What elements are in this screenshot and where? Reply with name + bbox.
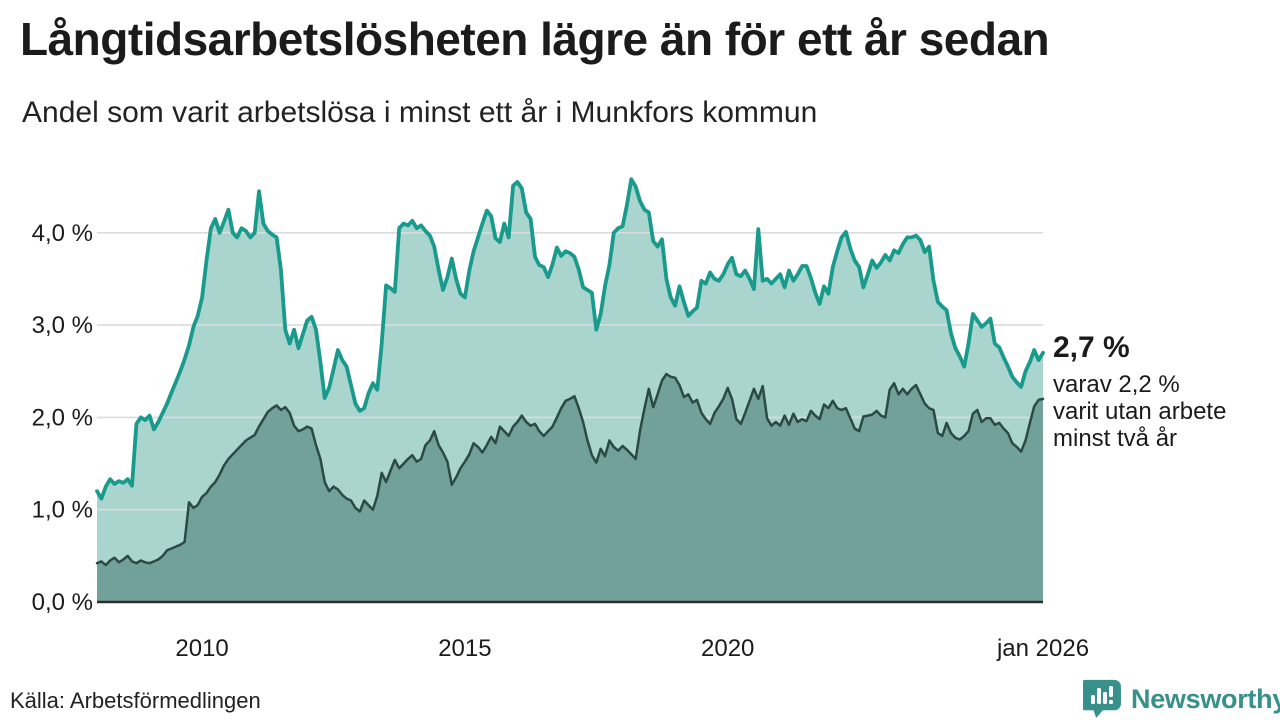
y-tick-label: 1,0 %	[32, 497, 93, 524]
line-at-least-1-year	[95, 177, 1045, 501]
y-tick-label: 2,0 %	[32, 404, 93, 431]
x-tick-label: 2020	[701, 635, 754, 662]
y-tick-label: 4,0 %	[32, 220, 93, 247]
annotation-line-3: minst två år	[1053, 425, 1178, 452]
x-tick-label: 2010	[175, 635, 228, 662]
y-tick-label: 0,0 %	[32, 589, 93, 616]
latest-value-label: 2,7 %	[1053, 331, 1130, 364]
source-note: Källa: Arbetsförmedlingen	[10, 688, 261, 713]
newsworthy-bars-icon	[1083, 679, 1121, 718]
area-at-least-2-years	[97, 374, 1043, 602]
latest-value-annotation: 2,7 % varav 2,2 % varit utan arbete mins…	[1053, 331, 1268, 452]
x-tick-label: 2015	[438, 635, 491, 662]
chart-subtitle: Andel som varit arbetslösa i minst ett å…	[22, 96, 818, 129]
line-at-least-2-years	[95, 372, 1045, 567]
annotation-line-1: varav 2,2 %	[1053, 371, 1180, 398]
annotation-line-2: varit utan arbete	[1053, 398, 1227, 425]
newsworthy-wordmark: Newsworthy	[1131, 683, 1280, 714]
page-title: Långtidsarbetslösheten lägre än för ett …	[20, 13, 1050, 65]
x-tick-label: jan 2026	[996, 635, 1089, 662]
newsworthy-branding: Newsworthy	[1083, 678, 1280, 720]
y-tick-label: 3,0 %	[32, 312, 93, 339]
